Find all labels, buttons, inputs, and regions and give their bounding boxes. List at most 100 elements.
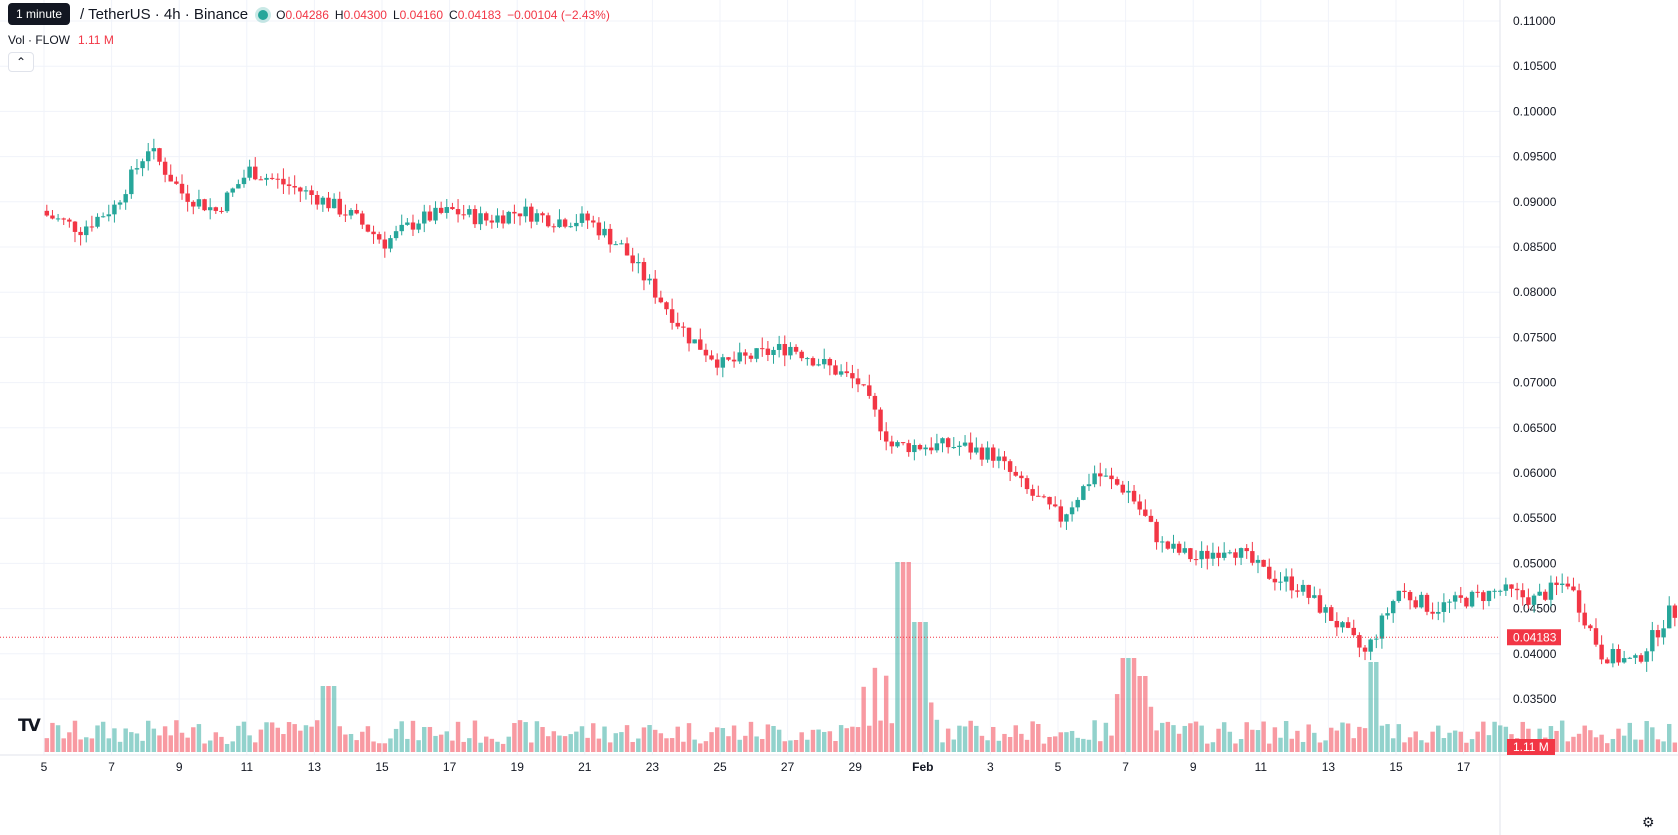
volume-bar: [382, 743, 388, 752]
candle-body: [1627, 657, 1632, 659]
candle-body: [585, 213, 590, 221]
candle-body: [1605, 659, 1610, 664]
candle-body: [174, 181, 179, 184]
x-tick-label: 15: [1389, 760, 1403, 774]
volume-bar: [1036, 724, 1041, 752]
volume-bar: [1644, 721, 1649, 752]
volume-bar: [1216, 728, 1221, 752]
volume-bar: [692, 739, 697, 752]
volume-bar: [1368, 662, 1373, 752]
volume-bar: [557, 735, 562, 752]
candle-body: [962, 442, 968, 446]
candle-body: [945, 438, 951, 448]
candle-body: [207, 207, 213, 211]
volume-badge: [1507, 739, 1555, 755]
candle-body: [484, 213, 489, 221]
volume-bar: [855, 727, 861, 752]
volume-bar: [1582, 725, 1587, 752]
volume-bar: [309, 726, 314, 752]
volume-bar: [44, 738, 50, 752]
candle-body: [331, 198, 337, 209]
volume-bar: [805, 739, 810, 752]
volume-bar: [934, 719, 940, 752]
volume-bar: [303, 725, 309, 752]
settings-gear-icon[interactable]: ⚙: [1642, 814, 1655, 830]
candle-body: [850, 373, 855, 379]
candle-body: [1498, 590, 1503, 592]
candle-body: [675, 322, 680, 327]
volume-bar: [562, 736, 568, 752]
volume-bar: [940, 742, 945, 752]
candle-body: [427, 211, 433, 221]
candle-body: [95, 216, 100, 227]
candle-body: [1030, 489, 1035, 496]
volume-bar: [1655, 739, 1661, 752]
collapse-legend-button[interactable]: ⌃: [8, 52, 34, 72]
volume-bar: [1148, 706, 1154, 752]
candle-body: [1261, 559, 1266, 567]
volume-bar: [1334, 730, 1340, 752]
volume-bar: [529, 742, 534, 752]
candle-body: [106, 214, 111, 217]
volume-bar: [1058, 732, 1064, 752]
y-tick-label: 0.04000: [1513, 647, 1557, 661]
volume-bar: [720, 728, 726, 752]
volume-bar: [788, 740, 793, 752]
volume-bar: [236, 725, 241, 752]
candle-body: [895, 442, 900, 447]
y-tick-label: 0.08500: [1513, 240, 1557, 254]
candle-body: [1621, 658, 1627, 663]
candle-body: [422, 211, 427, 224]
volume-bar: [1007, 736, 1013, 752]
volume-bar: [1278, 737, 1283, 752]
candle-body: [923, 447, 928, 450]
volume-bar: [1041, 743, 1047, 752]
volume-bar: [61, 738, 66, 752]
volume-bar: [67, 732, 72, 752]
candle-body: [1199, 550, 1204, 560]
candle-body: [264, 177, 269, 180]
y-tick-label: 0.04500: [1513, 602, 1557, 616]
volume-bar: [1188, 723, 1193, 752]
volume-bar: [754, 736, 759, 752]
volume-bar: [957, 725, 962, 752]
ohlc-change: −0.00104 (−2.43%): [507, 7, 610, 22]
volume-bar: [1588, 730, 1593, 752]
tradingview-logo[interactable]: TV: [18, 716, 41, 736]
volume-bar: [760, 738, 765, 752]
candle-body: [1554, 582, 1559, 585]
volume-bar: [799, 732, 804, 752]
candle-body: [393, 231, 399, 239]
volume-bar: [1019, 733, 1024, 752]
volume-bar: [1238, 739, 1244, 752]
candle-body: [529, 206, 534, 222]
y-tick-label: 0.08000: [1513, 285, 1557, 299]
volume-bar: [202, 743, 207, 752]
candle-body: [692, 339, 697, 344]
volume-bar: [1475, 731, 1480, 752]
volume-bar: [117, 741, 123, 752]
volume-bar: [512, 723, 517, 752]
volume-bar: [320, 686, 326, 752]
volume-bar: [106, 738, 111, 752]
candle-body: [1543, 591, 1548, 600]
y-tick-label: 0.05500: [1513, 511, 1557, 525]
candle-body: [146, 151, 151, 162]
volume-bar: [1464, 742, 1469, 752]
candle-body: [179, 183, 185, 194]
volume-bar: [698, 743, 703, 752]
volume-bar: [1272, 727, 1278, 752]
candle-body: [1334, 620, 1340, 628]
volume-bar: [275, 727, 280, 752]
candle-body: [1486, 590, 1492, 602]
candle-body: [1672, 605, 1678, 618]
volume-bar: [1458, 731, 1463, 752]
market-status-icon[interactable]: [258, 9, 269, 20]
candle-body: [506, 211, 511, 224]
volume-bar: [140, 740, 145, 752]
candle-body: [1362, 647, 1368, 652]
symbol-title[interactable]: / TetherUS · 4h · Binance: [80, 6, 249, 23]
volume-bar: [472, 720, 478, 752]
candle-body: [574, 222, 579, 227]
